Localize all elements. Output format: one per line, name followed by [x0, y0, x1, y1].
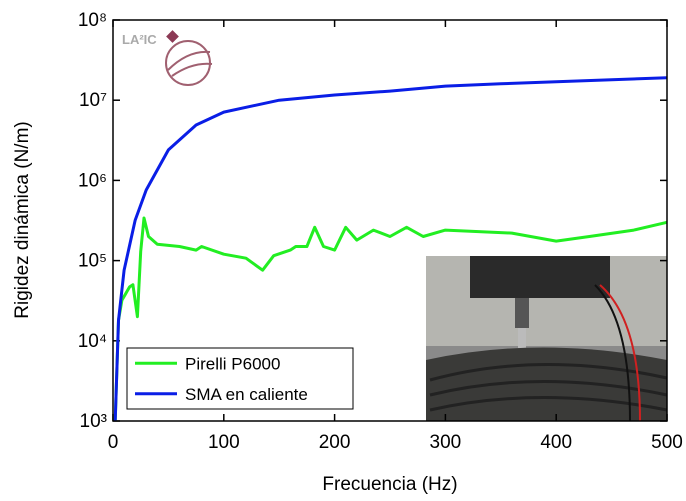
legend-box	[126, 347, 354, 410]
y-tick-label: 10⁵	[78, 251, 107, 272]
x-tick-label: 0	[108, 432, 119, 453]
y-tick-label: 10³	[80, 411, 107, 432]
x-tick-label: 100	[208, 432, 240, 453]
x-tick-label: 400	[540, 432, 572, 453]
inset-photo	[426, 256, 668, 422]
x-tick-label: 500	[651, 432, 683, 453]
x-axis-title: Frecuencia (Hz)	[322, 474, 457, 495]
data-line	[113, 216, 668, 422]
logo-text: LA²IC	[122, 32, 157, 47]
legend-label: SMA en caliente	[185, 385, 308, 404]
plot-frame	[112, 19, 668, 422]
y-tick-label: 10⁶	[78, 170, 107, 191]
x-tick-label: 200	[319, 432, 351, 453]
x-tick-label: 300	[430, 432, 462, 453]
data-line	[113, 76, 668, 422]
y-tick-label: 10⁷	[79, 90, 107, 111]
y-axis-title: Rigidez dinámica (N/m)	[12, 121, 33, 318]
logo: LA²IC	[122, 30, 213, 86]
legend-label: Pirelli P6000	[185, 354, 280, 373]
y-tick-label: 10⁴	[78, 331, 107, 352]
y-tick-label: 10⁸	[78, 10, 107, 31]
